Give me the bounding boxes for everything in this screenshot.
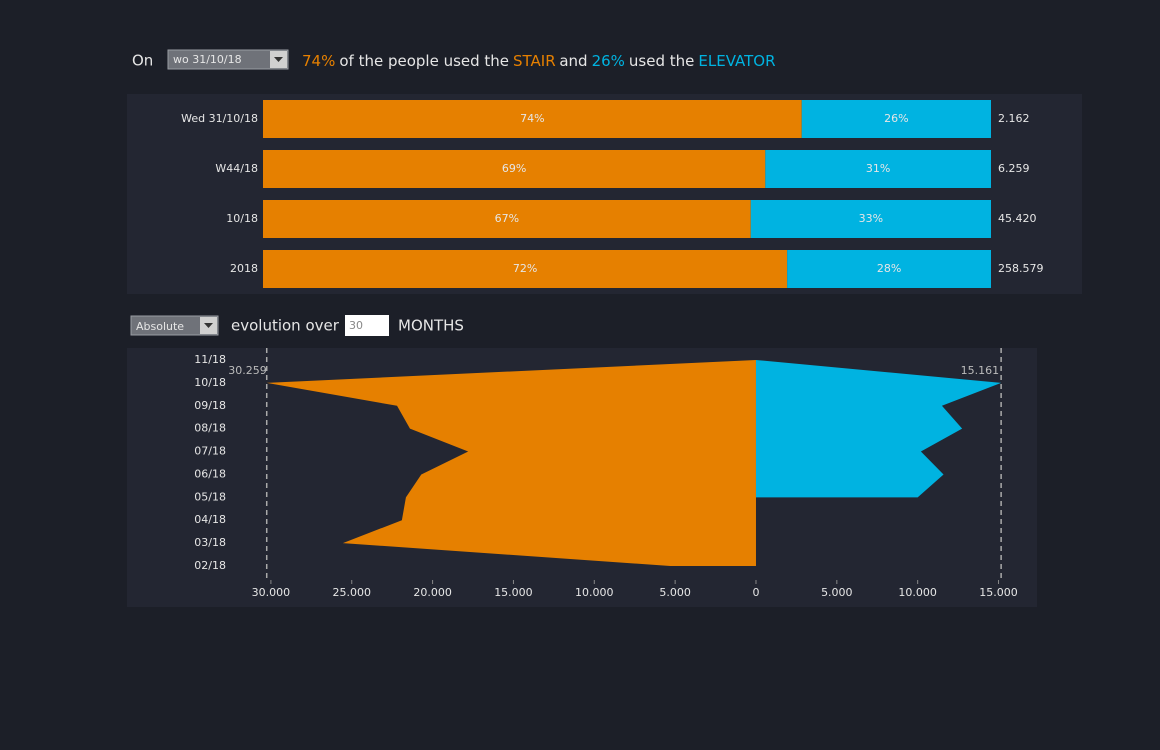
value-label: 26% (884, 112, 908, 125)
y-tick-label: 11/18 (194, 353, 226, 366)
mode-dropdown[interactable] (130, 315, 219, 336)
x-tick-label: 5.000 (659, 586, 691, 599)
elevator-share: 26% (592, 52, 625, 70)
controls-text: evolution over (231, 317, 340, 335)
x-tick-label: 10.000 (898, 586, 937, 599)
date-dropdown-text[interactable]: wo 31/10/18 (173, 53, 242, 66)
x-tick-label: 5.000 (821, 586, 853, 599)
value-label: 28% (877, 262, 901, 275)
y-tick-label: 04/18 (194, 513, 226, 526)
reference-label: 30.259 (228, 364, 267, 377)
x-tick-label: 10.000 (575, 586, 614, 599)
area (755, 360, 1002, 498)
category-label: Wed 31/10/18 (181, 112, 258, 125)
y-tick-label: 06/18 (194, 467, 226, 480)
header-sentence: 74% of the people used the STAIR and 26% used… (302, 52, 776, 70)
reference-label: 15.161 (961, 364, 1000, 377)
dropdown-arrow (204, 323, 213, 328)
y-tick-label: 07/18 (194, 445, 226, 458)
header-on: On (132, 52, 153, 70)
bar-segment (263, 250, 788, 288)
category-label: W44/18 (215, 162, 258, 175)
bar-segment (263, 200, 751, 238)
y-tick-label: 09/18 (194, 399, 226, 412)
value-label: 33% (859, 212, 883, 225)
y-tick-label: 05/18 (194, 490, 226, 503)
bar-segment (787, 250, 991, 288)
bar-segment (765, 150, 991, 188)
months-input[interactable] (345, 315, 389, 336)
total-label: 45.420 (998, 212, 1037, 225)
x-tick-label: 15.000 (979, 586, 1018, 599)
elevator-word: ELEVATOR (698, 52, 775, 70)
bar-segment (263, 150, 766, 188)
x-tick-label: 20.000 (413, 586, 452, 599)
total-label: 2.162 (998, 112, 1030, 125)
x-tick-label: 30.000 (252, 586, 291, 599)
dropdown-arrow (274, 57, 283, 62)
months-input-text[interactable]: 30 (349, 319, 363, 332)
controls-text: MONTHS (398, 317, 464, 335)
value-label: 69% (502, 162, 526, 175)
y-tick-label: 03/18 (194, 536, 226, 549)
y-tick-label: 10/18 (194, 376, 226, 389)
bar-segment (750, 200, 991, 238)
category-label: 10/18 (226, 212, 258, 225)
category-label: 2018 (230, 262, 258, 275)
stair-word: STAIR (513, 52, 555, 70)
value-label: 72% (513, 262, 537, 275)
bar-segment (263, 100, 802, 138)
value-label: 31% (866, 162, 890, 175)
header-text: and (559, 52, 587, 70)
stair-share: 74% (302, 52, 335, 70)
bar-segment (801, 100, 991, 138)
value-label: 74% (520, 112, 544, 125)
area (266, 360, 756, 566)
value-label: 67% (495, 212, 519, 225)
total-label: 258.579 (998, 262, 1044, 275)
x-tick-label: 0 (752, 586, 759, 599)
date-dropdown[interactable] (167, 49, 289, 70)
x-tick-label: 15.000 (494, 586, 533, 599)
x-tick-label: 25.000 (333, 586, 372, 599)
header-text: used the (629, 52, 694, 70)
total-label: 6.259 (998, 162, 1030, 175)
header-text: of the people used the (339, 52, 509, 70)
y-tick-label: 08/18 (194, 422, 226, 435)
y-tick-label: 02/18 (194, 559, 226, 572)
mode-dropdown-text[interactable]: Absolute (136, 320, 184, 333)
